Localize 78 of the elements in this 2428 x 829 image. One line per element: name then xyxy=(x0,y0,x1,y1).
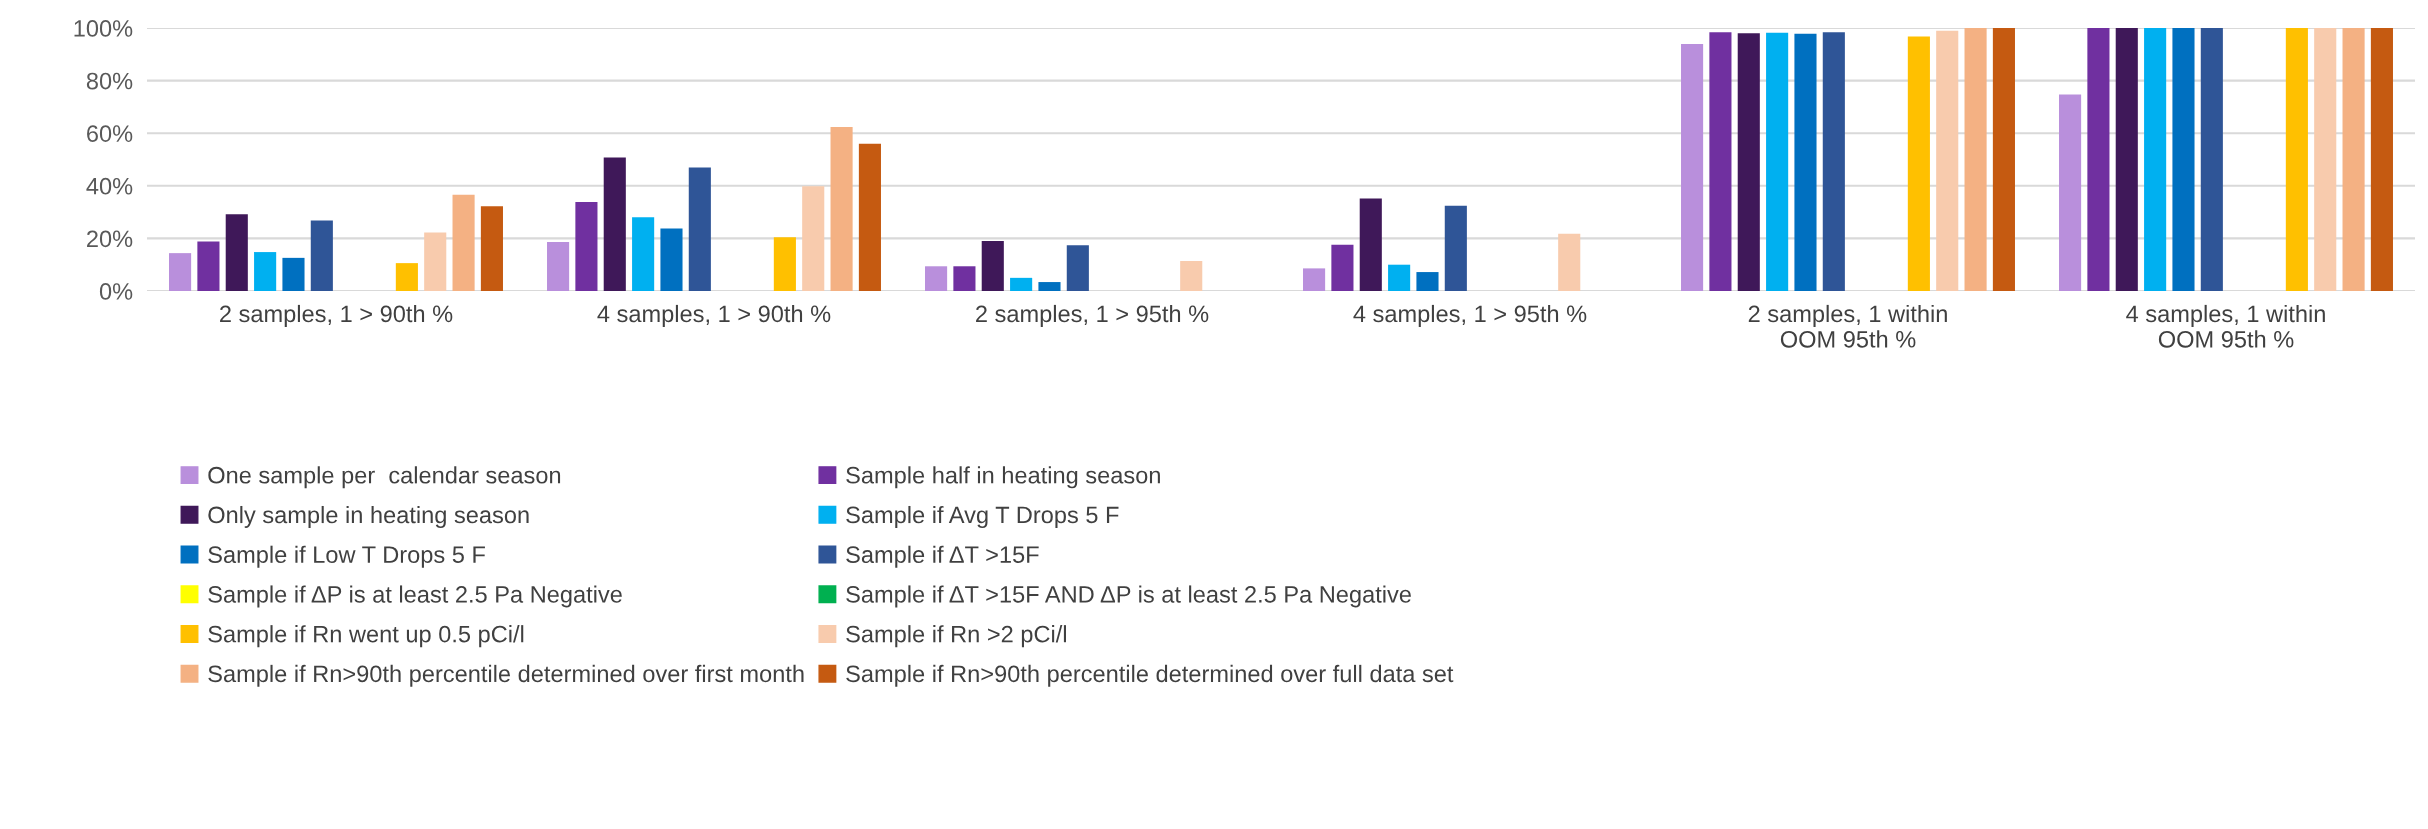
y-tick-label: 100% xyxy=(74,20,133,37)
bar xyxy=(2059,94,2082,291)
bar xyxy=(424,232,447,291)
x-tick-label: 2 samples, 1 within OOM 95th % xyxy=(1748,304,1947,348)
bar xyxy=(1038,282,1061,291)
legend-label: Only sample in heating season xyxy=(208,505,529,528)
bar xyxy=(688,167,711,291)
bar xyxy=(169,253,192,291)
bar xyxy=(858,143,881,291)
bar xyxy=(1794,33,1817,291)
bar xyxy=(254,252,277,291)
bar xyxy=(603,157,626,291)
legend-label: Sample if Low T Drops 5 F xyxy=(208,545,485,568)
bar xyxy=(547,242,570,291)
bar xyxy=(953,266,976,291)
bar xyxy=(981,241,1004,291)
bar xyxy=(1331,244,1354,291)
bar xyxy=(830,126,853,291)
bar xyxy=(1964,28,1987,291)
bar xyxy=(1010,277,1033,291)
bar xyxy=(925,266,948,291)
bar xyxy=(310,220,333,291)
bar xyxy=(2314,28,2337,291)
bar xyxy=(1388,264,1411,291)
x-tick-label: 2 samples, 1 > 90th % xyxy=(220,304,453,327)
legend-label: One sample per calendar season xyxy=(208,466,561,489)
bar xyxy=(2144,28,2167,291)
bar xyxy=(2370,28,2393,291)
bar xyxy=(1558,233,1581,291)
y-tick-label: 0% xyxy=(99,283,133,300)
bar xyxy=(197,241,220,291)
legend-label: Sample if Rn >2 pCi/l xyxy=(846,625,1066,648)
bar xyxy=(2285,28,2308,291)
legend-label: Sample if ΔP is at least 2.5 Pa Negative xyxy=(208,585,622,608)
bar xyxy=(1444,205,1467,291)
bar xyxy=(773,237,796,291)
bar xyxy=(1709,32,1732,291)
y-tick-label: 40% xyxy=(86,177,133,195)
bar xyxy=(480,206,503,291)
bar xyxy=(1066,245,1089,291)
bar xyxy=(2342,28,2365,291)
y-tick-label: 80% xyxy=(86,72,133,90)
bar xyxy=(1992,28,2015,291)
bar xyxy=(452,194,475,291)
y-tick-label: 60% xyxy=(87,125,133,142)
legend-label: Sample if ΔT >15F xyxy=(846,545,1039,568)
bar xyxy=(395,263,418,291)
x-tick-label: 4 samples, 1 > 90th % xyxy=(597,304,831,327)
bar xyxy=(2172,28,2195,291)
bar xyxy=(2115,28,2138,291)
bar xyxy=(802,186,825,291)
bar xyxy=(1936,30,1959,291)
y-tick-label: 20% xyxy=(87,230,133,248)
x-tick-label: 4 samples, 1 within OOM 95th % xyxy=(2126,304,2325,348)
legend-label: Sample if Avg T Drops 5 F xyxy=(846,505,1119,528)
bar xyxy=(1907,36,1930,291)
bar xyxy=(1416,272,1439,291)
bar xyxy=(225,214,248,291)
bar xyxy=(1737,33,1760,291)
bar xyxy=(632,217,655,291)
bar xyxy=(660,228,683,291)
bar xyxy=(1303,268,1326,291)
legend-label: Sample if Rn>90th percentile determined over first month xyxy=(208,664,804,687)
bar xyxy=(1359,198,1382,291)
bar xyxy=(575,202,598,291)
bar xyxy=(1766,32,1789,291)
x-tick-label: 2 samples, 1 > 95th % xyxy=(976,304,1209,327)
legend-label: Sample if ΔT >15F AND ΔP is at least 2.5 Pa Negative xyxy=(846,585,1411,608)
bar xyxy=(2200,28,2223,291)
bar xyxy=(282,257,305,291)
bar xyxy=(1681,44,1704,291)
bar xyxy=(1822,32,1845,291)
legend-label: Sample if Rn went up 0.5 pCi/l xyxy=(208,625,524,648)
bar xyxy=(2087,28,2110,291)
bar xyxy=(1180,261,1203,291)
legend-label: Sample if Rn>90th percentile determined over full data set xyxy=(846,664,1454,687)
legend-label: Sample half in heating season xyxy=(846,466,1160,489)
x-tick-label: 4 samples, 1 > 95th % xyxy=(1353,304,1587,327)
